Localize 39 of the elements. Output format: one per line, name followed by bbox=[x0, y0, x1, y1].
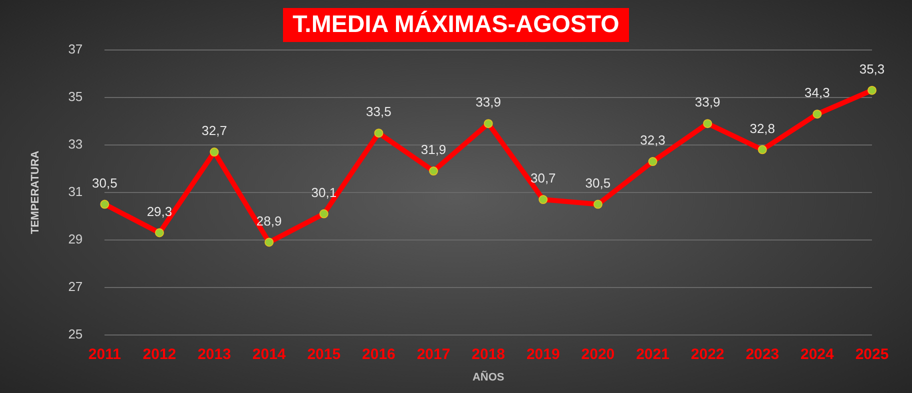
data-label: 32,3 bbox=[640, 132, 666, 148]
data-label: 30,7 bbox=[530, 170, 556, 186]
data-label: 32,8 bbox=[750, 120, 776, 136]
y-tick-label: 27 bbox=[68, 278, 83, 294]
data-label: 32,7 bbox=[202, 123, 227, 138]
data-label: 34,3 bbox=[804, 85, 830, 100]
y-tick-label: 33 bbox=[68, 136, 83, 152]
y-tick-label: 29 bbox=[68, 231, 83, 246]
x-tick-label: 2014 bbox=[252, 346, 286, 363]
x-tick-label: 2016 bbox=[362, 346, 396, 363]
data-label: 30,5 bbox=[585, 175, 611, 190]
data-label: 35,3 bbox=[859, 61, 885, 76]
y-tick-label: 35 bbox=[68, 89, 83, 104]
x-tick-label: 2018 bbox=[472, 346, 506, 363]
x-tick-label: 2020 bbox=[581, 346, 615, 363]
data-label: 33,9 bbox=[476, 94, 501, 110]
x-tick-label: 2024 bbox=[800, 346, 835, 363]
data-label: 29,3 bbox=[146, 204, 172, 219]
y-tick-label: 37 bbox=[68, 42, 83, 57]
x-tick-label: 2012 bbox=[142, 346, 176, 363]
chart-title: T.MEDIA MÁXIMAS-AGOSTO bbox=[282, 8, 630, 42]
data-label: 33,5 bbox=[366, 104, 392, 120]
data-label: 30,5 bbox=[92, 175, 118, 190]
data-label: 30,1 bbox=[311, 184, 337, 200]
x-axis-title: AÑOS bbox=[472, 370, 504, 384]
x-tick-label: 2021 bbox=[636, 346, 670, 363]
x-tick-label: 2022 bbox=[690, 346, 724, 363]
x-tick-label: 2019 bbox=[526, 346, 560, 363]
x-tick-label: 2025 bbox=[855, 346, 889, 363]
y-axis-title: TEMPERATURA bbox=[30, 150, 42, 234]
data-label: 33,9 bbox=[694, 94, 720, 110]
x-tick-label: 2011 bbox=[88, 346, 121, 363]
x-tick-label: 2017 bbox=[416, 346, 450, 363]
x-tick-label: 2015 bbox=[307, 346, 341, 363]
x-tick-label: 2023 bbox=[746, 346, 780, 363]
x-tick-label: 2013 bbox=[198, 346, 231, 363]
y-tick-label: 31 bbox=[68, 184, 83, 199]
data-label: 31,9 bbox=[420, 142, 446, 158]
y-tick-label: 25 bbox=[68, 326, 83, 342]
